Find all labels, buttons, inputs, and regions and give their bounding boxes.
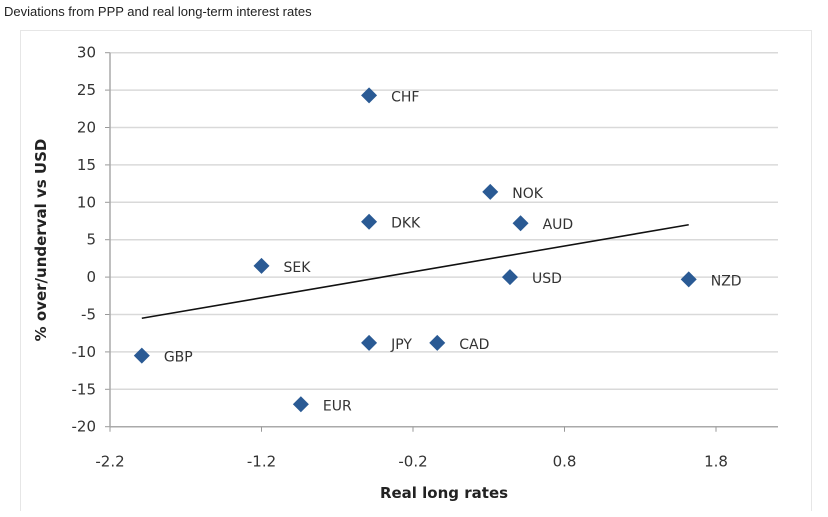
data-label-sek: SEK [284,260,312,276]
y-tick-label: -20 [72,418,97,436]
data-label-aud: AUD [543,217,574,233]
data-label-chf: CHF [391,89,419,105]
x-axis-title: Real long rates [380,484,508,502]
x-tick-label: -2.2 [95,453,124,471]
data-point-jpy [361,334,378,351]
data-point-nzd [680,271,697,288]
y-axis-title: % over/underval vs USD [32,139,50,342]
y-tick-label: 20 [77,119,96,137]
trendline [141,223,689,320]
y-tick-label: -15 [72,380,97,398]
x-tick-label: 0.8 [553,453,577,471]
data-point-cad [429,334,446,351]
data-point-usd [501,269,518,286]
y-tick-label: -5 [81,306,96,324]
y-tick-label: 30 [77,44,96,62]
data-label-nzd: NZD [711,273,742,289]
data-label-gbp: GBP [164,350,193,366]
data-label-eur: EUR [323,398,352,414]
data-point-sek [253,257,270,274]
y-tick-label: 0 [86,268,96,286]
y-tick-label: 10 [77,193,96,211]
data-point-dkk [361,213,378,230]
x-tick-label: -0.2 [398,453,427,471]
y-tick-label: 25 [77,81,96,99]
data-label-dkk: DKK [391,216,421,232]
x-tick-label: 1.8 [704,453,728,471]
data-label-cad: CAD [459,337,489,353]
y-tick-label: -10 [72,343,97,361]
data-label-nok: NOK [512,186,543,202]
data-point-eur [292,396,309,413]
data-point-chf [361,87,378,104]
x-tick-label: -1.2 [247,453,276,471]
data-point-nok [482,183,499,200]
data-point-aud [512,215,529,232]
chart-frame [20,30,812,511]
data-label-usd: USD [532,271,562,287]
data-label-jpy: JPY [390,337,412,353]
y-tick-label: 5 [86,231,96,249]
y-tick-label: 15 [77,156,96,174]
data-point-gbp [133,347,150,364]
chart-title: Deviations from PPP and real long-term i… [4,4,312,19]
